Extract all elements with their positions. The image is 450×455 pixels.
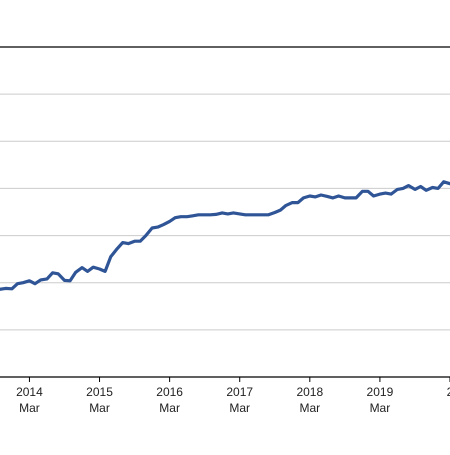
x-tick-label-year-2: 2016 [156, 385, 183, 399]
series-layer [0, 180, 450, 291]
x-tick-label-year-4: 2018 [296, 385, 323, 399]
x-tick-label-month-4: Mar [299, 401, 320, 415]
x-tick-label-year-3: 2017 [226, 385, 253, 399]
x-tick-label-month-0: Mar [19, 401, 40, 415]
gridlines [0, 46, 450, 378]
x-tick-label-year-1: 2015 [86, 385, 113, 399]
x-tick-label-year-5: 2019 [367, 385, 394, 399]
x-tick-label-year-0: 2014 [16, 385, 43, 399]
x-tick-label-month-2: Mar [159, 401, 180, 415]
x-axis: 2014 Mar 2015 Mar 2016 Mar 2017 Mar 2018 Mar 2019 M… [16, 377, 450, 415]
x-tick-label-month-5: Mar [370, 401, 391, 415]
x-tick-label-month-1: Mar [89, 401, 110, 415]
series-line-0 [0, 180, 450, 291]
x-tick-label-month-3: Mar [229, 401, 250, 415]
x-tick-label-year-6: 2 [447, 385, 450, 399]
